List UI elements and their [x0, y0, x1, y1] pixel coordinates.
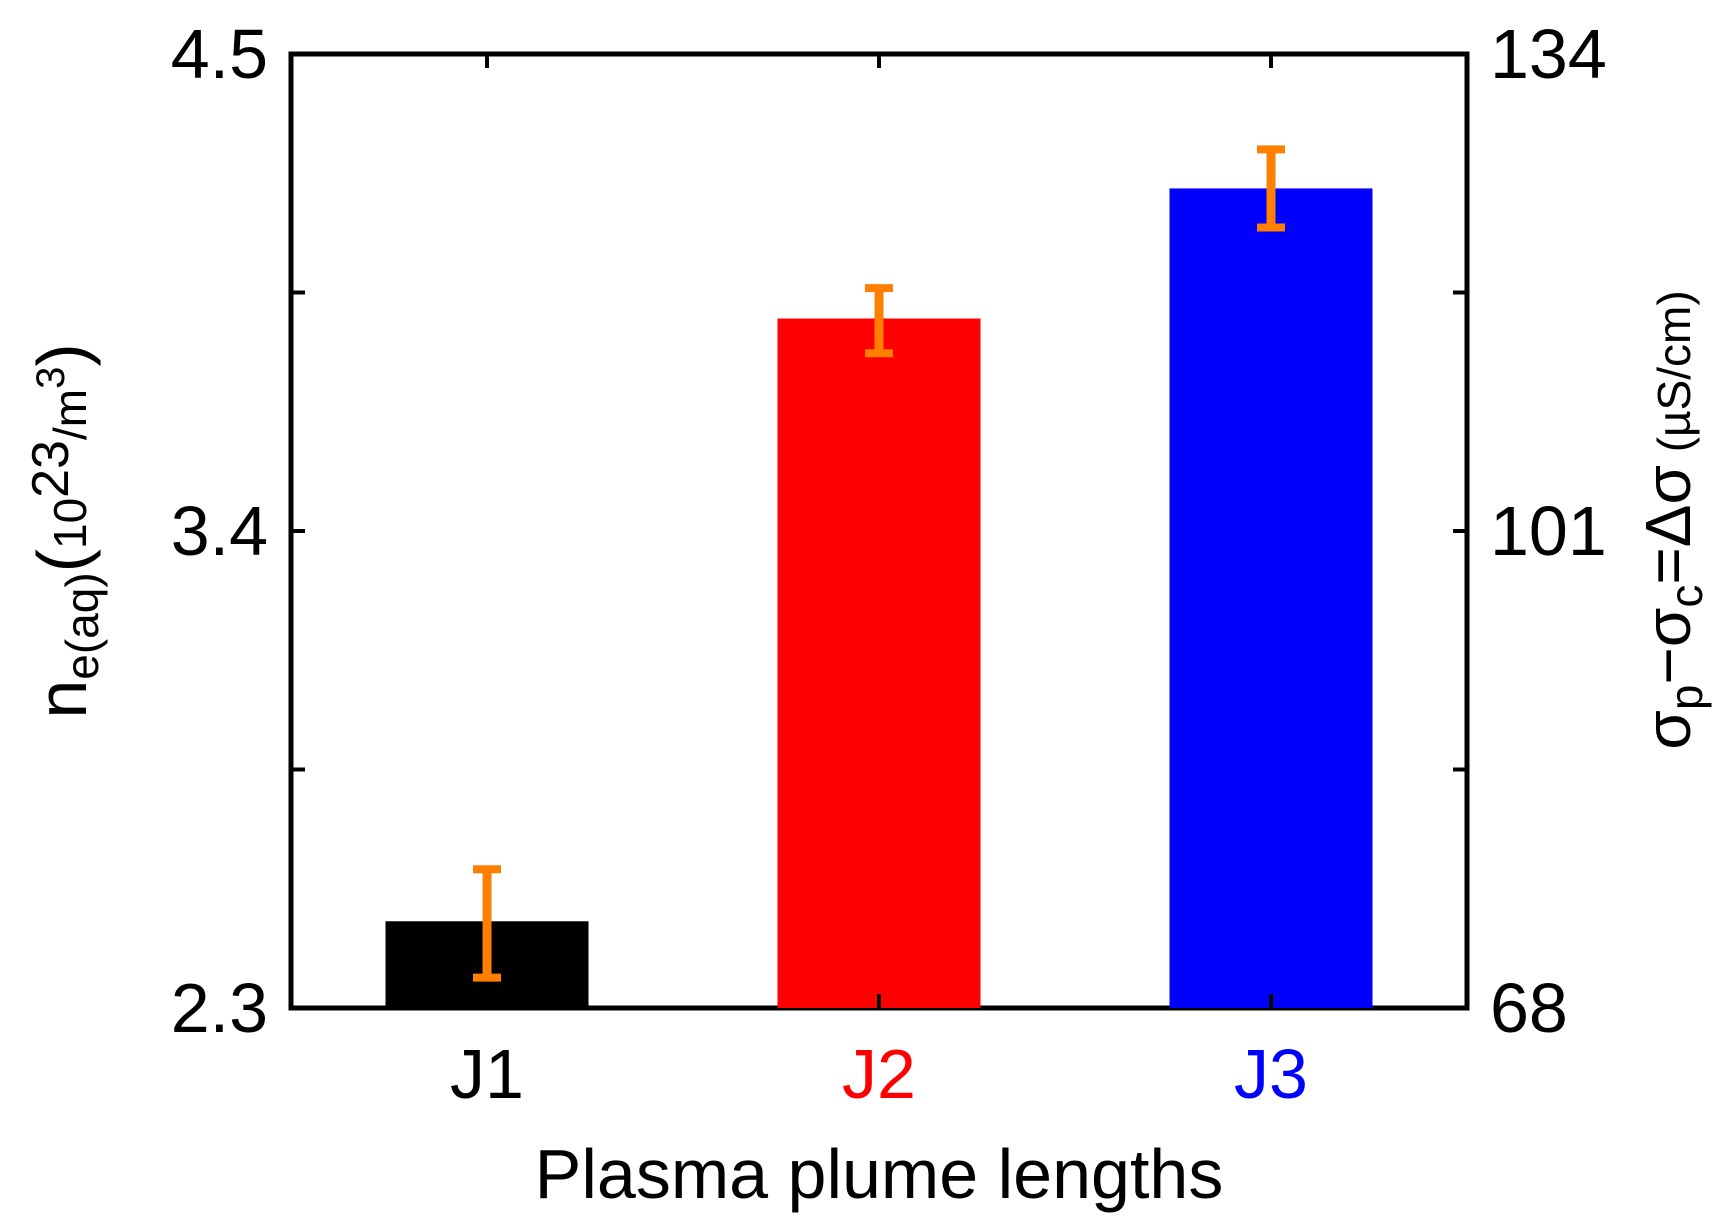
- y-axis-title-open: (: [23, 549, 101, 572]
- y-axis-title-unit-mid: /m: [44, 389, 96, 440]
- ticks-group: [291, 52, 1467, 1010]
- y2-axis-title-minus: −: [1632, 647, 1704, 684]
- y2-axis-title-equals: =Δσ: [1632, 465, 1704, 585]
- y-axis-title-unit-exp2: 3: [29, 367, 73, 389]
- y2-tick-label-0: 68: [1490, 969, 1568, 1047]
- y-axis-title: ne(aq)(1023/m3): [22, 343, 108, 718]
- x-tick-label-j1: J1: [450, 1035, 524, 1113]
- bar-j2: [777, 318, 981, 1008]
- y-axis-title-unit-base: 10: [44, 498, 96, 549]
- y2-tick-label-1: 101: [1490, 492, 1607, 570]
- y2-axis-title-unit: (µS/cm): [1648, 290, 1700, 465]
- y2-axis-title: σp−σc=Δσ (µS/cm): [1632, 290, 1712, 749]
- y-tick-label-1: 3.4: [171, 492, 268, 570]
- y2-axis-title-sigma-c: σ: [1632, 608, 1704, 648]
- y2-tick-label-2: 134: [1490, 15, 1607, 93]
- x-axis-title: Plasma plume lengths: [535, 1135, 1224, 1213]
- x-tick-label-j2: J2: [842, 1035, 916, 1113]
- y-axis-title-unit-exp: 23: [22, 440, 80, 498]
- y-axis-title-main: n: [23, 680, 101, 719]
- y-axis-title-main-sub: e(aq): [56, 572, 108, 679]
- x-tick-label-j3: J3: [1234, 1035, 1308, 1113]
- y-tick-label-0: 2.3: [171, 969, 268, 1047]
- bars-group: [385, 188, 1373, 1009]
- bar-j3: [1169, 188, 1373, 1009]
- y2-axis-title-sigma-p-sub: p: [1660, 685, 1712, 711]
- tick-labels-group: J1 J2 J3 2.3 3.4 4.5 68 101 134: [171, 15, 1607, 1113]
- y2-axis-title-sigma-p: σ: [1632, 710, 1704, 750]
- error-bars-group: [473, 145, 1285, 982]
- y2-axis-title-sigma-c-sub: c: [1660, 585, 1712, 608]
- y-tick-label-2: 4.5: [171, 15, 268, 93]
- y-axis-title-close: ): [23, 343, 101, 366]
